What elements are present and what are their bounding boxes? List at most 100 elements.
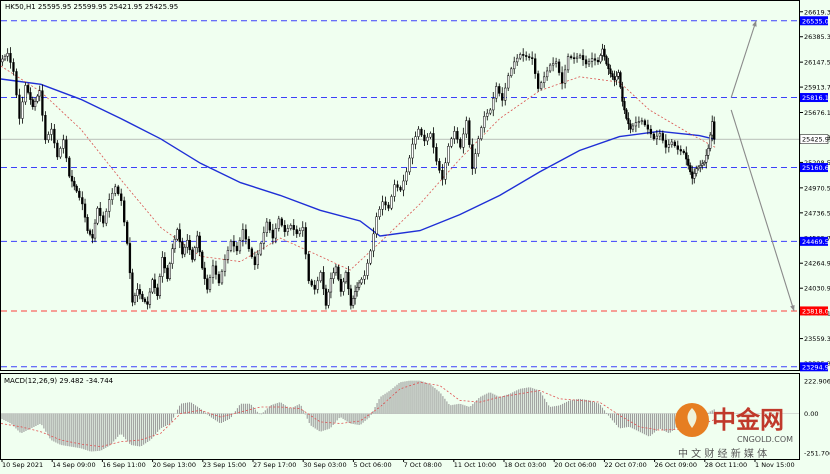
candle-body [670, 141, 673, 145]
candle-body [244, 229, 248, 240]
candle-body [525, 55, 528, 57]
candle-body [474, 153, 477, 169]
time-tick-label: 27 Sep 17:00 [253, 461, 296, 469]
candle-body [9, 53, 12, 63]
candle-body [283, 225, 286, 232]
candle-body [208, 277, 212, 290]
candle-body [47, 134, 50, 141]
time-tick-label: 1 Nov 15:00 [755, 461, 795, 469]
moving-average-layer [0, 65, 716, 271]
candle-body [471, 144, 474, 169]
candle-body [402, 180, 405, 191]
candle-body [3, 55, 7, 60]
candle-body [507, 75, 510, 89]
candle-body [432, 133, 435, 148]
candle-body [176, 229, 179, 240]
candle-body [486, 112, 489, 117]
candle-body [477, 138, 480, 154]
candle-body [578, 55, 582, 58]
candle-body [83, 203, 87, 218]
candle-body [453, 131, 456, 140]
candle-body [357, 282, 361, 288]
candle-body [447, 146, 450, 164]
candle-body [465, 120, 468, 135]
candle-body [705, 155, 708, 163]
candle-body [211, 265, 215, 278]
candle-body [435, 147, 438, 162]
candle-body [601, 48, 604, 56]
candle-body [396, 184, 399, 188]
candle-body [56, 142, 59, 158]
candle-body [105, 211, 108, 224]
candle-body [295, 229, 298, 235]
candle-body [444, 162, 447, 180]
candle-body [178, 229, 181, 243]
candle-body [607, 63, 610, 70]
candle-body [360, 278, 363, 284]
candle-body [557, 61, 561, 73]
candle-body [133, 295, 137, 303]
candle-body [259, 243, 262, 255]
candle-body [664, 140, 667, 148]
candle-body [703, 162, 706, 165]
candle-body [29, 92, 32, 100]
candle-body [262, 232, 265, 244]
time-tick-label: 5 Oct 06:00 [353, 461, 391, 469]
current-price-label: 25425.95 [802, 136, 830, 144]
candle-body [617, 72, 620, 77]
candle-body [1, 58, 4, 63]
level-label: 23294.97 [802, 363, 830, 371]
candle-body [141, 293, 144, 300]
candle-body [327, 291, 330, 306]
candle-body [188, 239, 191, 251]
candle-body [138, 289, 142, 295]
candle-body [615, 76, 618, 81]
candle-body [667, 144, 670, 148]
candle-body [329, 278, 333, 293]
candle-body [53, 128, 56, 144]
candle-body [78, 190, 81, 198]
candle-body [429, 133, 432, 138]
price-tick-label: 25208.50 [804, 159, 830, 167]
ma-long-line [0, 78, 716, 237]
candle-body [516, 57, 519, 63]
candle-body [393, 184, 396, 197]
candle-body [117, 186, 120, 195]
candle-body [372, 233, 375, 252]
candle-body [513, 61, 516, 70]
candle-body [468, 120, 471, 145]
candle-body [183, 246, 186, 255]
candle-body [316, 280, 319, 290]
candle-body [186, 239, 189, 248]
projection-arrow-line [730, 20, 757, 98]
candle-body [459, 139, 462, 148]
symbol-header: HK50,H1 25595.95 25599.95 25421.95 25425… [5, 3, 178, 11]
candle-body [634, 122, 638, 127]
candle-body [21, 101, 24, 119]
candle-body [590, 58, 594, 62]
candle-body [629, 123, 632, 130]
candle-body [423, 134, 426, 142]
candle-body [462, 133, 465, 148]
candle-body [24, 85, 27, 103]
macd-tick-label: 222.906 [804, 377, 830, 385]
candle-body [36, 95, 39, 102]
candle-body [339, 278, 343, 292]
candle-body [411, 143, 414, 159]
candle-body [596, 60, 600, 63]
candle-body [701, 163, 704, 166]
price-tick-label: 23559.30 [804, 335, 830, 343]
time-tick-label: 7 Oct 08:00 [404, 461, 442, 469]
candle-body [120, 193, 123, 201]
macd-tick-label: -251.706 [804, 450, 830, 458]
candle-body [528, 56, 531, 58]
price-tick-label: 24030.90 [804, 285, 830, 293]
macd-tick-label: 0.00 [804, 410, 818, 418]
price-tick-label: 24264.90 [804, 260, 830, 268]
candle-body [322, 272, 325, 290]
candle-body [353, 291, 357, 299]
time-tick-label: 10 Sep 2021 [2, 461, 43, 469]
price-tick-label: 25913.70 [804, 84, 830, 92]
candle-body [18, 94, 21, 119]
candle-body [420, 128, 423, 136]
